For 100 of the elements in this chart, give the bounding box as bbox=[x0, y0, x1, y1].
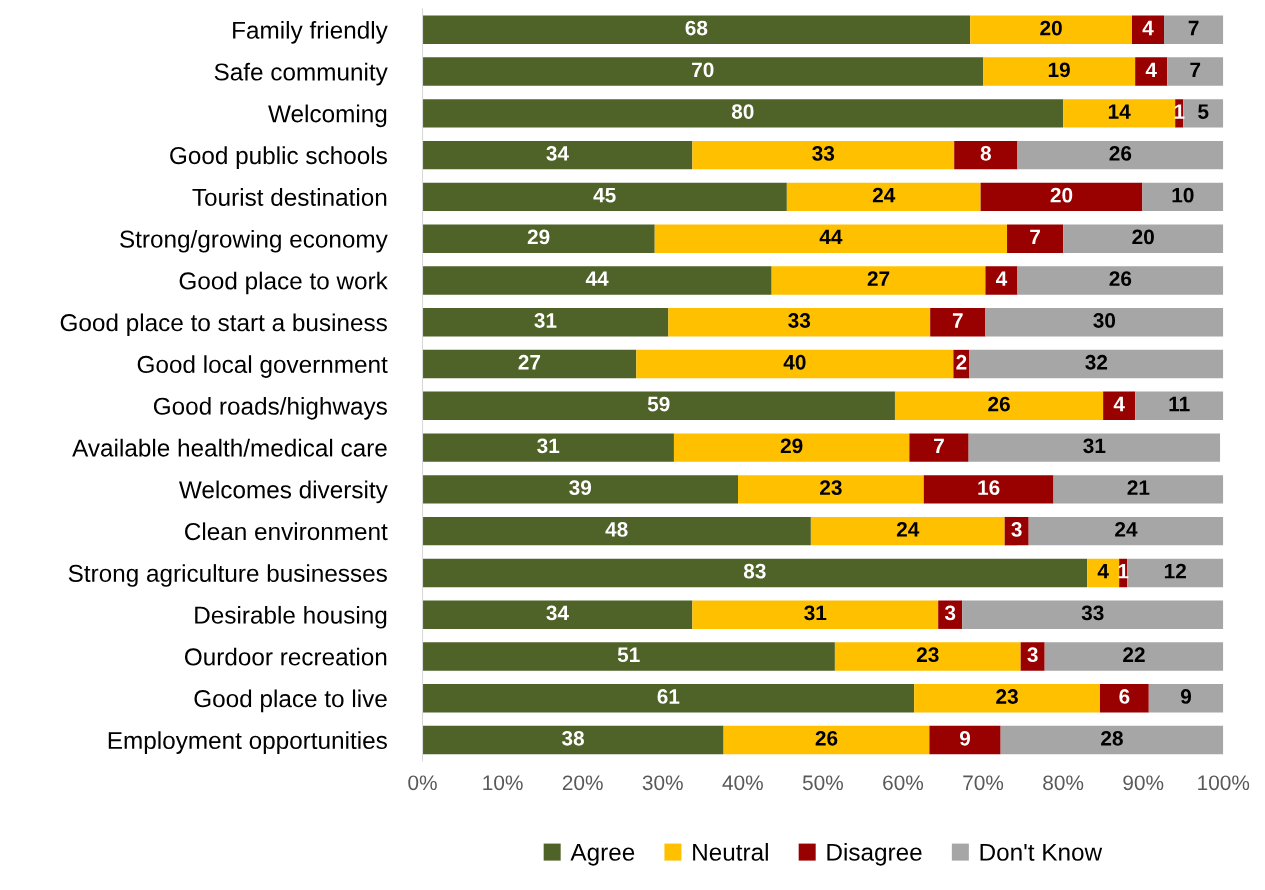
data-label: 34 bbox=[546, 145, 569, 161]
data-label: 20 bbox=[1132, 229, 1154, 245]
bar bbox=[422, 642, 835, 671]
data-label: 9 bbox=[1180, 689, 1192, 704]
bar bbox=[723, 725, 930, 755]
y-tick-label: Ourdoor recreation bbox=[184, 647, 387, 666]
y-tick-label: Strong/growing economy bbox=[120, 229, 388, 253]
data-label: 68 bbox=[685, 20, 708, 36]
data-label: 4 bbox=[1097, 563, 1109, 579]
data-label: 6 bbox=[1119, 689, 1130, 704]
data-label: 45 bbox=[593, 187, 616, 203]
data-label: 34 bbox=[546, 605, 569, 621]
bar bbox=[422, 600, 693, 629]
bar bbox=[969, 349, 1224, 379]
bar bbox=[422, 558, 1088, 588]
bar bbox=[668, 308, 931, 337]
x-tick-label: 60% bbox=[883, 775, 924, 791]
data-label: 29 bbox=[527, 229, 550, 245]
y-tick-label: Good public schools bbox=[170, 146, 387, 169]
bar bbox=[422, 140, 693, 170]
bar bbox=[422, 433, 674, 462]
bar bbox=[636, 349, 954, 379]
bar bbox=[954, 140, 1018, 170]
x-tick-label: 10% bbox=[483, 775, 523, 791]
data-label: 20 bbox=[1040, 20, 1062, 36]
bar bbox=[422, 725, 724, 755]
data-label: 23 bbox=[916, 647, 939, 663]
bar bbox=[422, 516, 811, 546]
bar bbox=[422, 266, 772, 295]
bar bbox=[738, 475, 924, 504]
y-tick-label: Good roads/highways bbox=[153, 397, 387, 420]
y-tick-label: Good place to start a business bbox=[60, 313, 387, 337]
bar bbox=[1127, 558, 1224, 588]
bar bbox=[980, 182, 1143, 212]
y-tick-label: Welcoming bbox=[268, 104, 387, 128]
bar bbox=[968, 433, 1221, 462]
legend-label: Neutral bbox=[693, 842, 768, 861]
data-label: 59 bbox=[647, 396, 670, 412]
x-tick-label: 70% bbox=[963, 775, 1004, 791]
data-label: 21 bbox=[1127, 480, 1150, 495]
bar bbox=[673, 433, 910, 462]
bar bbox=[1099, 684, 1149, 713]
data-label: 27 bbox=[518, 354, 541, 370]
bar bbox=[654, 224, 1008, 253]
bar bbox=[1167, 57, 1224, 86]
bar bbox=[1063, 224, 1224, 253]
data-label: 44 bbox=[585, 271, 609, 286]
data-label: 7 bbox=[952, 313, 963, 328]
bar bbox=[1103, 391, 1136, 421]
x-tick-label: 0% bbox=[408, 775, 437, 791]
bar bbox=[422, 182, 787, 212]
data-label: 80 bbox=[731, 104, 754, 119]
data-label: 4 bbox=[1142, 20, 1154, 36]
data-label: 26 bbox=[815, 730, 838, 746]
data-label: 19 bbox=[1048, 62, 1070, 78]
data-label: 33 bbox=[1081, 605, 1104, 621]
data-label: 30 bbox=[1093, 313, 1116, 328]
y-tick-label: Employment opportunities bbox=[108, 731, 387, 754]
data-label: 48 bbox=[605, 522, 628, 537]
y-tick-label: Good place to live bbox=[194, 689, 387, 713]
y-tick-label: Available health/medical care bbox=[72, 438, 387, 457]
bar bbox=[422, 391, 895, 421]
y-tick-label: Welcomes diversity bbox=[178, 480, 388, 504]
data-label: 5 bbox=[1198, 104, 1209, 119]
bar bbox=[909, 433, 969, 462]
data-label: 40 bbox=[783, 354, 806, 370]
bar bbox=[771, 266, 986, 295]
x-tick-label: 90% bbox=[1123, 775, 1164, 791]
x-tick-label: 100% bbox=[1198, 775, 1250, 791]
bar bbox=[1142, 182, 1224, 212]
bar bbox=[1135, 57, 1168, 86]
data-label: 16 bbox=[978, 480, 1000, 495]
x-tick-label: 80% bbox=[1043, 775, 1084, 791]
bar bbox=[923, 475, 1054, 504]
bar bbox=[834, 642, 1021, 671]
bar bbox=[422, 475, 738, 504]
data-label: 12 bbox=[1164, 563, 1186, 579]
data-label: 4 bbox=[1113, 396, 1125, 412]
data-label: 7 bbox=[1030, 229, 1040, 245]
bar bbox=[1063, 99, 1176, 128]
data-label: 7 bbox=[1190, 62, 1201, 77]
data-label: 33 bbox=[788, 313, 811, 328]
x-tick-label: 20% bbox=[562, 775, 603, 791]
data-label: 38 bbox=[561, 730, 584, 746]
data-label: 7 bbox=[934, 438, 944, 453]
legend-label: Don't Know bbox=[980, 843, 1103, 861]
bar bbox=[1017, 140, 1224, 170]
bar bbox=[962, 600, 1224, 629]
bar bbox=[894, 391, 1104, 421]
bar bbox=[422, 57, 984, 86]
bar bbox=[422, 224, 655, 253]
data-label: 29 bbox=[780, 438, 803, 454]
data-label: 27 bbox=[867, 271, 890, 286]
bar bbox=[930, 308, 986, 337]
data-label: 39 bbox=[569, 480, 592, 495]
x-tick-label: 40% bbox=[722, 775, 763, 791]
bar bbox=[1164, 15, 1224, 44]
data-label: 61 bbox=[657, 689, 680, 704]
data-label: 10 bbox=[1172, 187, 1194, 203]
legend-label: Agree bbox=[570, 843, 635, 866]
